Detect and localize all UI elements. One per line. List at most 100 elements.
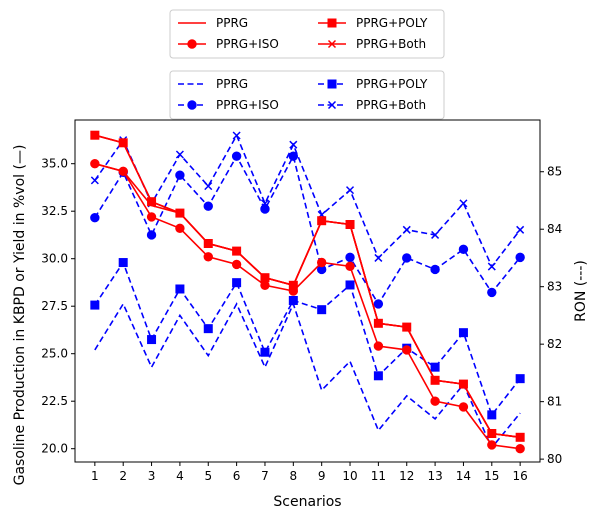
- left-data-point: [430, 396, 440, 406]
- left-series-line: [94, 134, 521, 439]
- legend-marker: [327, 39, 337, 49]
- left-data-point: [459, 380, 468, 389]
- right-series-0: [94, 301, 521, 450]
- left-data-point: [402, 345, 412, 355]
- x-tick-label: 4: [176, 469, 184, 483]
- x-tick-label: 12: [399, 469, 414, 483]
- y-left-tick-label: 27.5: [41, 299, 68, 313]
- left-data-point: [515, 444, 525, 454]
- x-tick-label: 15: [484, 469, 499, 483]
- x-tick-label: 9: [318, 469, 326, 483]
- x-tick-label: 7: [261, 469, 269, 483]
- x-axis-title: Scenarios: [273, 494, 341, 510]
- right-data-point: [458, 328, 468, 338]
- right-data-point: [515, 252, 525, 263]
- y-left-tick-label: 30.0: [41, 252, 68, 266]
- right-data-point: [487, 262, 496, 271]
- right-data-point: [317, 305, 327, 315]
- y-right-tick-label: 83: [547, 280, 562, 294]
- x-tick-label: 6: [233, 469, 241, 483]
- right-data-point: [90, 176, 99, 185]
- left-data-point: [204, 239, 213, 248]
- left-data-point: [232, 247, 241, 256]
- right-data-point: [288, 295, 298, 305]
- x-tick-label: 16: [513, 469, 528, 483]
- y-right-axis-title: RON (---): [573, 260, 589, 322]
- left-data-point: [289, 281, 298, 290]
- y-left-tick-label: 20.0: [41, 442, 68, 456]
- left-data-point: [260, 273, 270, 282]
- left-data-point: [374, 319, 383, 328]
- left-series-1: [90, 159, 525, 454]
- legend-box: [169, 9, 445, 59]
- left-data-point: [317, 216, 326, 225]
- left-data-point: [260, 280, 270, 290]
- right-data-point: [203, 201, 213, 211]
- left-data-point: [458, 402, 469, 412]
- right-data-point: [147, 335, 157, 345]
- right-series-line: [94, 133, 521, 269]
- right-data-point: [90, 213, 100, 223]
- legend-box: [169, 70, 445, 120]
- left-data-point: [316, 257, 327, 268]
- right-series-line: [94, 154, 521, 306]
- legend-marker: [327, 18, 337, 28]
- right-data-point: [232, 278, 242, 288]
- x-tick-label: 5: [204, 469, 212, 483]
- y-left-axis-title: Gasoline Production in KBPD or Yield in …: [12, 145, 28, 486]
- right-data-point: [373, 299, 384, 309]
- legend-1: PPRG PPRG+ISO PPRG+POLY PPRG+Both: [169, 70, 445, 120]
- right-data-point: [260, 347, 270, 357]
- x-tick-label: 1: [91, 469, 99, 483]
- right-data-point: [232, 131, 241, 140]
- right-data-point: [431, 230, 440, 239]
- left-data-point: [402, 323, 411, 332]
- y-right-tick-label: 80: [547, 452, 562, 466]
- left-data-point: [431, 376, 440, 385]
- x-tick-label: 2: [119, 469, 127, 483]
- right-data-point: [345, 280, 355, 290]
- right-data-point: [175, 170, 185, 180]
- right-data-point: [402, 253, 412, 263]
- left-data-point: [175, 223, 185, 234]
- legend-label: PPRG: [216, 77, 248, 91]
- left-data-point: [487, 429, 496, 438]
- x-tick-label: 11: [371, 469, 386, 483]
- y-left-tick-label: 35.0: [41, 157, 68, 171]
- right-data-point: [402, 225, 411, 234]
- plot-frame: [74, 119, 541, 463]
- right-data-point: [487, 410, 497, 420]
- right-data-point: [260, 199, 270, 208]
- legend-marker: [187, 39, 197, 49]
- y-right-tick-label: 82: [547, 337, 562, 351]
- right-data-point: [487, 287, 497, 298]
- legend-label: PPRG+POLY: [356, 16, 428, 30]
- left-data-point: [487, 440, 497, 450]
- right-data-point: [90, 300, 100, 310]
- right-data-point: [175, 284, 185, 294]
- right-data-point: [345, 252, 355, 263]
- left-data-point: [516, 433, 525, 442]
- right-data-point: [345, 186, 355, 195]
- x-tick-label: 3: [148, 469, 156, 483]
- right-data-point: [175, 150, 184, 159]
- right-data-point: [288, 151, 299, 161]
- right-data-point: [430, 362, 440, 372]
- left-data-point: [118, 166, 128, 177]
- legend-label: PPRG+ISO: [216, 37, 279, 51]
- right-data-point: [373, 371, 383, 381]
- y-right-tick-label: 84: [547, 222, 562, 236]
- legend-0: PPRG PPRG+ISO PPRG+POLY PPRG+Both: [169, 9, 445, 59]
- legend-marker: [327, 79, 337, 89]
- right-data-point: [515, 374, 525, 384]
- left-series-3: [90, 131, 525, 442]
- right-series-line: [94, 301, 521, 450]
- legend-label: PPRG+Both: [356, 98, 426, 112]
- left-data-point: [90, 159, 100, 169]
- y-right-tick-label: 85: [547, 165, 562, 179]
- left-data-point: [147, 197, 156, 206]
- left-data-point: [119, 138, 128, 147]
- right-data-point: [289, 140, 298, 149]
